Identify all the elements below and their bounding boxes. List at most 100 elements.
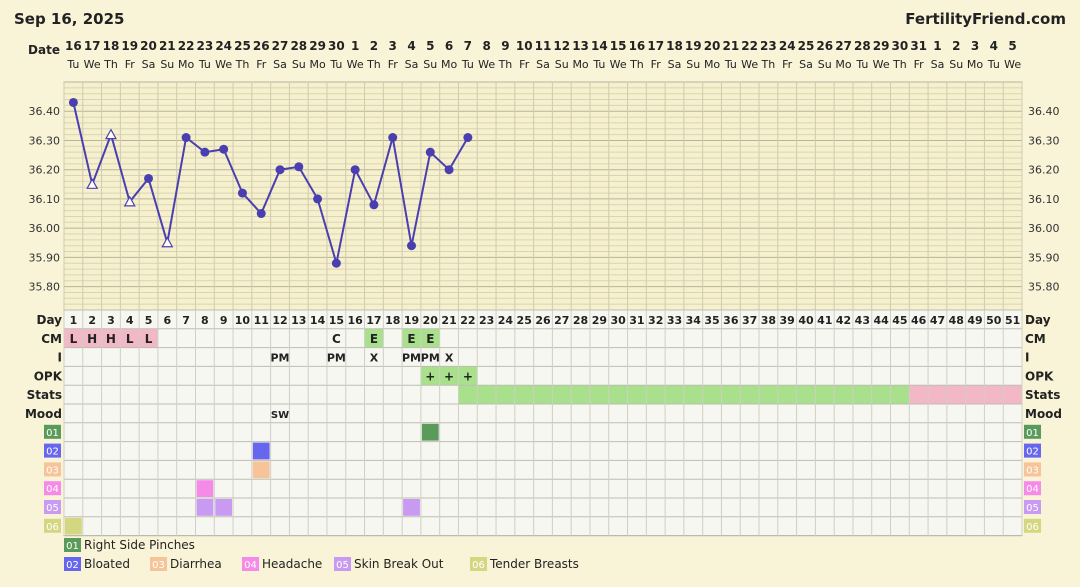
cm-entry-text: E [407,332,415,346]
weekday-label: Mo [309,58,325,71]
temperature-point [275,165,285,175]
y-tick-label-right: 36.40 [1028,105,1060,118]
cycle-day-number: 16 [348,314,364,327]
symptom-code-badge-left [44,481,61,496]
date-number-label: 11 [535,39,552,53]
temperature-point [181,133,191,143]
row-label-right: Mood [1025,407,1062,421]
weekday-label: Fr [651,58,662,71]
weekday-label: Tu [987,58,1000,71]
cm-entry-text: L [126,332,134,346]
mood-entry-text: SW [271,410,289,421]
date-number-label: 8 [482,39,490,53]
cycle-day-number: 24 [498,314,514,327]
temperature-point [407,241,417,251]
row-label-right: CM [1025,332,1046,346]
symptom-cell-fill [403,499,420,516]
cycle-day-number: 7 [182,314,190,327]
cycle-day-number: 28 [573,314,588,327]
cycle-day-number: 36 [723,314,739,327]
row-label-right: OPK [1025,369,1054,383]
symptom-code-badge-right [1024,462,1041,477]
cycle-day-number: 50 [986,314,1002,327]
date-number-label: 4 [990,39,998,53]
cycle-day-number: 15 [329,314,344,327]
cm-entry-text: C [332,332,341,346]
cycle-day-number: 42 [836,314,851,327]
weekday-label: We [215,58,232,71]
intercourse-entry-text: PM [421,352,440,365]
date-number-label: 18 [666,39,683,53]
weekday-label: We [741,58,758,71]
date-number-label: 23 [197,39,214,53]
cycle-day-number: 2 [88,314,96,327]
cycle-day-number: 3 [107,314,115,327]
cm-entry-text: H [106,332,116,346]
date-number-label: 3 [971,39,979,53]
cycle-day-number: 9 [220,314,228,327]
temperature-point [350,165,360,175]
symptom-cell-fill [252,442,270,460]
weekday-label: We [610,58,627,71]
cycle-day-number: 19 [404,314,419,327]
opk-entry-text: + [444,369,454,383]
weekday-label: Tu [198,58,211,71]
symptom-cell-fill [421,423,439,441]
cycle-day-number: 29 [592,314,607,327]
cycle-day-number: 39 [780,314,795,327]
date-number-label: 23 [760,39,777,53]
cycle-day-number: 31 [629,314,644,327]
temperature-series-line [72,102,469,264]
weekday-label: Sa [931,58,945,71]
y-tick-label-left: 36.20 [29,164,61,177]
date-number-label: 10 [516,39,533,53]
y-tick-label-left: 36.10 [29,193,61,206]
cycle-day-number: 47 [930,314,945,327]
cycle-day-number: 13 [291,314,306,327]
legend-label: Headache [262,557,322,571]
weekday-label: Su [555,58,569,71]
y-tick-label-left: 36.30 [29,134,61,147]
temperature-point-triangle [104,128,117,140]
y-tick-label-left: 35.90 [29,251,61,264]
weekday-label: Su [818,58,832,71]
cycle-day-number: 38 [761,314,776,327]
weekday-label: Fr [388,58,399,71]
temperature-point [256,209,266,219]
symptom-code-badge-right [1024,518,1041,533]
temperature-point-triangle [86,178,99,189]
cm-cell-fill [364,328,384,348]
symptom-code-badge-left [44,462,61,477]
intercourse-entry-text: PM [327,352,346,365]
symptom-code-badge-right [1024,424,1041,439]
cycle-day-number: 45 [892,314,907,327]
cycle-day-number: 51 [1005,314,1020,327]
row-label-right: Stats [1025,388,1060,402]
cycle-day-number: 32 [648,314,663,327]
cycle-day-number: 12 [272,314,287,327]
cycle-day-number: 40 [798,314,814,327]
legend-code: 02 [66,560,79,571]
cycle-day-number: 48 [949,314,964,327]
legend-code: 05 [336,560,349,571]
weekday-label: Fr [125,58,136,71]
date-number-label: 6 [445,39,453,53]
legend-code-badge [334,557,351,571]
symptom-code-right: 01 [1026,428,1039,439]
cycle-day-number: 17 [366,314,381,327]
opk-cell-fill [439,366,459,386]
weekday-label: Su [160,58,174,71]
cycle-day-number: 26 [535,314,551,327]
weekday-label: Tu [724,58,737,71]
symptom-cell-fill [252,461,270,479]
symptom-code-left: 04 [46,484,59,495]
symptom-code-right: 05 [1026,503,1039,514]
legend-code-badge [64,538,81,552]
date-number-label: 30 [892,39,909,53]
legend-label: Diarrhea [170,557,222,571]
cycle-day-number: 23 [479,314,494,327]
temperature-point [144,173,154,183]
symptom-code-badge-right [1024,481,1041,496]
date-number-label: 29 [873,39,890,53]
date-number-label: 3 [389,39,397,53]
